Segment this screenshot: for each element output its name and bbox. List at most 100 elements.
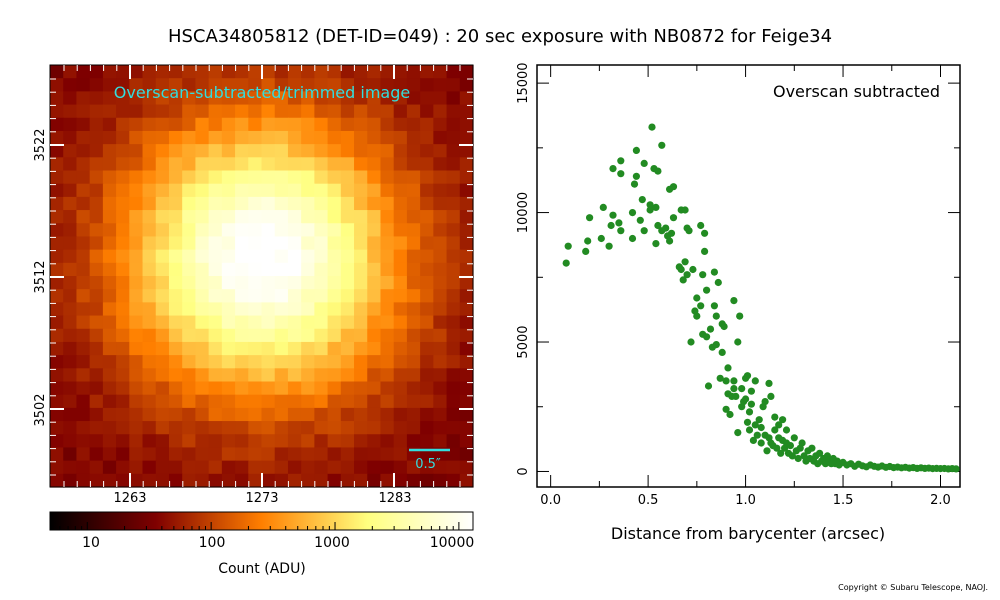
image-pixel [420, 473, 434, 488]
image-pixel [182, 381, 197, 396]
image-pixel [76, 315, 91, 330]
image-pixel [155, 460, 170, 475]
image-pixel [102, 78, 117, 92]
image-pixel [142, 170, 157, 185]
image-pixel [116, 130, 130, 145]
image-pixel [235, 355, 249, 369]
image-pixel [155, 434, 170, 449]
image-pixel [274, 104, 289, 119]
scatter-point [724, 364, 732, 372]
image-pixel [168, 460, 183, 475]
scatter-point [775, 421, 783, 429]
image-pixel [274, 302, 289, 317]
image-pixel [340, 236, 355, 251]
image-pixel [116, 183, 130, 198]
image-x-tick-label: 1273 [245, 491, 278, 506]
image-pixel [76, 460, 91, 475]
image-pixel [393, 170, 408, 185]
image-pixel [380, 368, 395, 383]
scatter-x-tick-label: 2.0 [930, 493, 951, 508]
image-pixel [261, 368, 276, 383]
image-pixel [393, 289, 408, 303]
image-pixel [168, 262, 183, 277]
image-pixel [354, 117, 368, 132]
image-pixel [340, 368, 355, 383]
image-pixel [116, 196, 130, 211]
image-pixel [380, 104, 395, 119]
colorbar-tick-label: 100 [199, 535, 226, 551]
scatter-point [952, 465, 960, 473]
image-pixel [235, 302, 249, 317]
image-pixel [63, 407, 78, 422]
image-pixel [354, 104, 368, 119]
image-pixel [63, 447, 78, 462]
image-pixel [221, 368, 236, 383]
image-pixel [287, 210, 302, 224]
image-pixel [459, 328, 474, 343]
image-pixel [287, 104, 302, 119]
image-pixel [116, 302, 130, 317]
image-pixel [195, 434, 210, 449]
image-pixel [420, 355, 434, 369]
image-pixel [155, 223, 170, 238]
image-pixel [63, 170, 78, 185]
image-pixel [248, 144, 263, 158]
image-pixel [129, 249, 144, 264]
image-pixel [301, 368, 315, 383]
image-pixel [142, 368, 157, 383]
image-pixel [354, 460, 368, 475]
image-pixel [182, 210, 197, 224]
scatter-point [669, 214, 678, 222]
image-pixel [168, 315, 183, 330]
image-pixel [102, 381, 117, 396]
image-pixel [354, 434, 368, 449]
image-pixel [89, 447, 104, 462]
scatter-point [632, 172, 641, 180]
image-pixel [459, 144, 474, 158]
image-pixel [168, 91, 183, 106]
scatter-point [732, 392, 740, 400]
scatter-point [773, 444, 781, 452]
image-pixel [354, 196, 368, 211]
image-pixel [102, 117, 117, 132]
image-pixel [340, 170, 355, 185]
image-pixel [433, 130, 448, 145]
image-pixel [168, 65, 183, 79]
image-pixel [367, 91, 382, 106]
image-pixel [102, 368, 117, 383]
image-pixel [155, 289, 170, 303]
image-pixel [459, 78, 474, 92]
image-pixel [129, 65, 144, 79]
scatter-point [808, 444, 816, 452]
image-pixel [406, 315, 421, 330]
image-pixel [63, 315, 78, 330]
image-pixel [406, 368, 421, 383]
image-pixel [129, 447, 144, 462]
image-pixel [340, 144, 355, 158]
image-pixel [420, 276, 434, 290]
image-pixel [261, 460, 276, 475]
image-pixel [116, 473, 130, 488]
image-pixel [235, 104, 249, 119]
image-pixel [155, 65, 170, 79]
scatter-point [777, 449, 785, 457]
image-pixel [354, 262, 368, 277]
image-pixel [195, 460, 210, 475]
image-pixel [327, 328, 342, 343]
image-pixel [314, 302, 329, 317]
image-pixel [129, 434, 144, 449]
image-pixel [195, 117, 210, 132]
image-pixel [168, 144, 183, 158]
scatter-point [630, 180, 639, 188]
image-pixel [63, 368, 78, 383]
image-pixel [354, 249, 368, 264]
image-pixel [287, 65, 302, 79]
image-pixel [261, 302, 276, 317]
image-pixel [208, 328, 223, 343]
image-pixel [420, 196, 434, 211]
image-pixel [354, 473, 368, 488]
image-pixel [393, 315, 408, 330]
colorbar: 10 100 1000 10000 Count (ADU) [49, 511, 474, 577]
image-pixel [63, 157, 78, 172]
image-pixel [76, 341, 91, 356]
